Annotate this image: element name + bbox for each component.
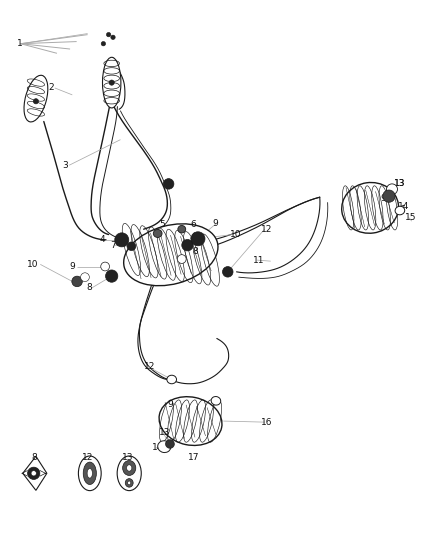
Text: 13: 13 bbox=[394, 180, 406, 188]
Circle shape bbox=[31, 471, 36, 476]
Ellipse shape bbox=[127, 465, 132, 471]
Text: 8: 8 bbox=[87, 284, 92, 292]
Text: 11: 11 bbox=[253, 256, 265, 264]
Text: 13: 13 bbox=[394, 180, 406, 188]
Ellipse shape bbox=[125, 479, 133, 487]
Ellipse shape bbox=[87, 469, 92, 478]
Circle shape bbox=[223, 266, 233, 277]
Circle shape bbox=[101, 262, 110, 271]
Circle shape bbox=[81, 273, 89, 281]
Ellipse shape bbox=[342, 182, 399, 233]
Text: 8: 8 bbox=[31, 453, 37, 462]
Text: 2: 2 bbox=[48, 84, 54, 92]
Ellipse shape bbox=[224, 268, 231, 276]
Ellipse shape bbox=[211, 397, 221, 405]
Circle shape bbox=[33, 99, 39, 104]
Ellipse shape bbox=[178, 225, 186, 233]
Text: 7: 7 bbox=[110, 241, 116, 249]
Ellipse shape bbox=[127, 242, 136, 251]
Ellipse shape bbox=[159, 397, 222, 446]
Circle shape bbox=[109, 80, 114, 85]
Text: 5: 5 bbox=[159, 221, 165, 229]
Ellipse shape bbox=[24, 75, 48, 122]
Text: 6: 6 bbox=[191, 221, 196, 229]
Ellipse shape bbox=[153, 229, 162, 238]
Ellipse shape bbox=[117, 456, 141, 491]
Text: 3: 3 bbox=[62, 161, 68, 169]
Text: 12: 12 bbox=[144, 362, 155, 371]
Circle shape bbox=[177, 255, 186, 263]
Text: 9: 9 bbox=[70, 262, 75, 271]
Circle shape bbox=[163, 179, 174, 189]
Text: 12: 12 bbox=[261, 225, 272, 233]
Text: 9: 9 bbox=[380, 194, 386, 203]
Text: 15: 15 bbox=[405, 213, 417, 222]
Ellipse shape bbox=[124, 224, 218, 286]
Ellipse shape bbox=[123, 461, 136, 475]
Ellipse shape bbox=[78, 456, 101, 491]
Ellipse shape bbox=[83, 462, 96, 484]
Text: 14: 14 bbox=[398, 203, 409, 211]
Circle shape bbox=[106, 270, 118, 282]
Circle shape bbox=[383, 190, 395, 203]
Text: 4: 4 bbox=[100, 236, 106, 244]
Ellipse shape bbox=[166, 440, 174, 448]
Text: 17: 17 bbox=[187, 453, 199, 462]
Ellipse shape bbox=[127, 481, 131, 485]
Text: 14: 14 bbox=[152, 443, 163, 452]
Text: 13: 13 bbox=[159, 429, 170, 437]
Ellipse shape bbox=[395, 206, 405, 215]
Text: 10: 10 bbox=[230, 230, 241, 239]
Text: 9: 9 bbox=[167, 400, 173, 408]
Ellipse shape bbox=[158, 441, 171, 453]
Circle shape bbox=[28, 467, 40, 480]
Ellipse shape bbox=[386, 184, 398, 195]
Polygon shape bbox=[23, 456, 47, 490]
Text: 13: 13 bbox=[122, 453, 134, 462]
Circle shape bbox=[101, 42, 106, 46]
Text: 8: 8 bbox=[193, 247, 198, 256]
Circle shape bbox=[191, 232, 205, 246]
Text: 10: 10 bbox=[27, 260, 39, 269]
Circle shape bbox=[106, 33, 111, 37]
Circle shape bbox=[72, 276, 82, 287]
Ellipse shape bbox=[102, 58, 121, 108]
Circle shape bbox=[115, 233, 129, 247]
Text: 1: 1 bbox=[17, 39, 22, 48]
Text: 9: 9 bbox=[212, 220, 218, 228]
Text: 12: 12 bbox=[82, 453, 93, 462]
Circle shape bbox=[111, 35, 115, 39]
Circle shape bbox=[182, 239, 193, 251]
Text: 16: 16 bbox=[261, 418, 272, 426]
Ellipse shape bbox=[167, 375, 177, 384]
